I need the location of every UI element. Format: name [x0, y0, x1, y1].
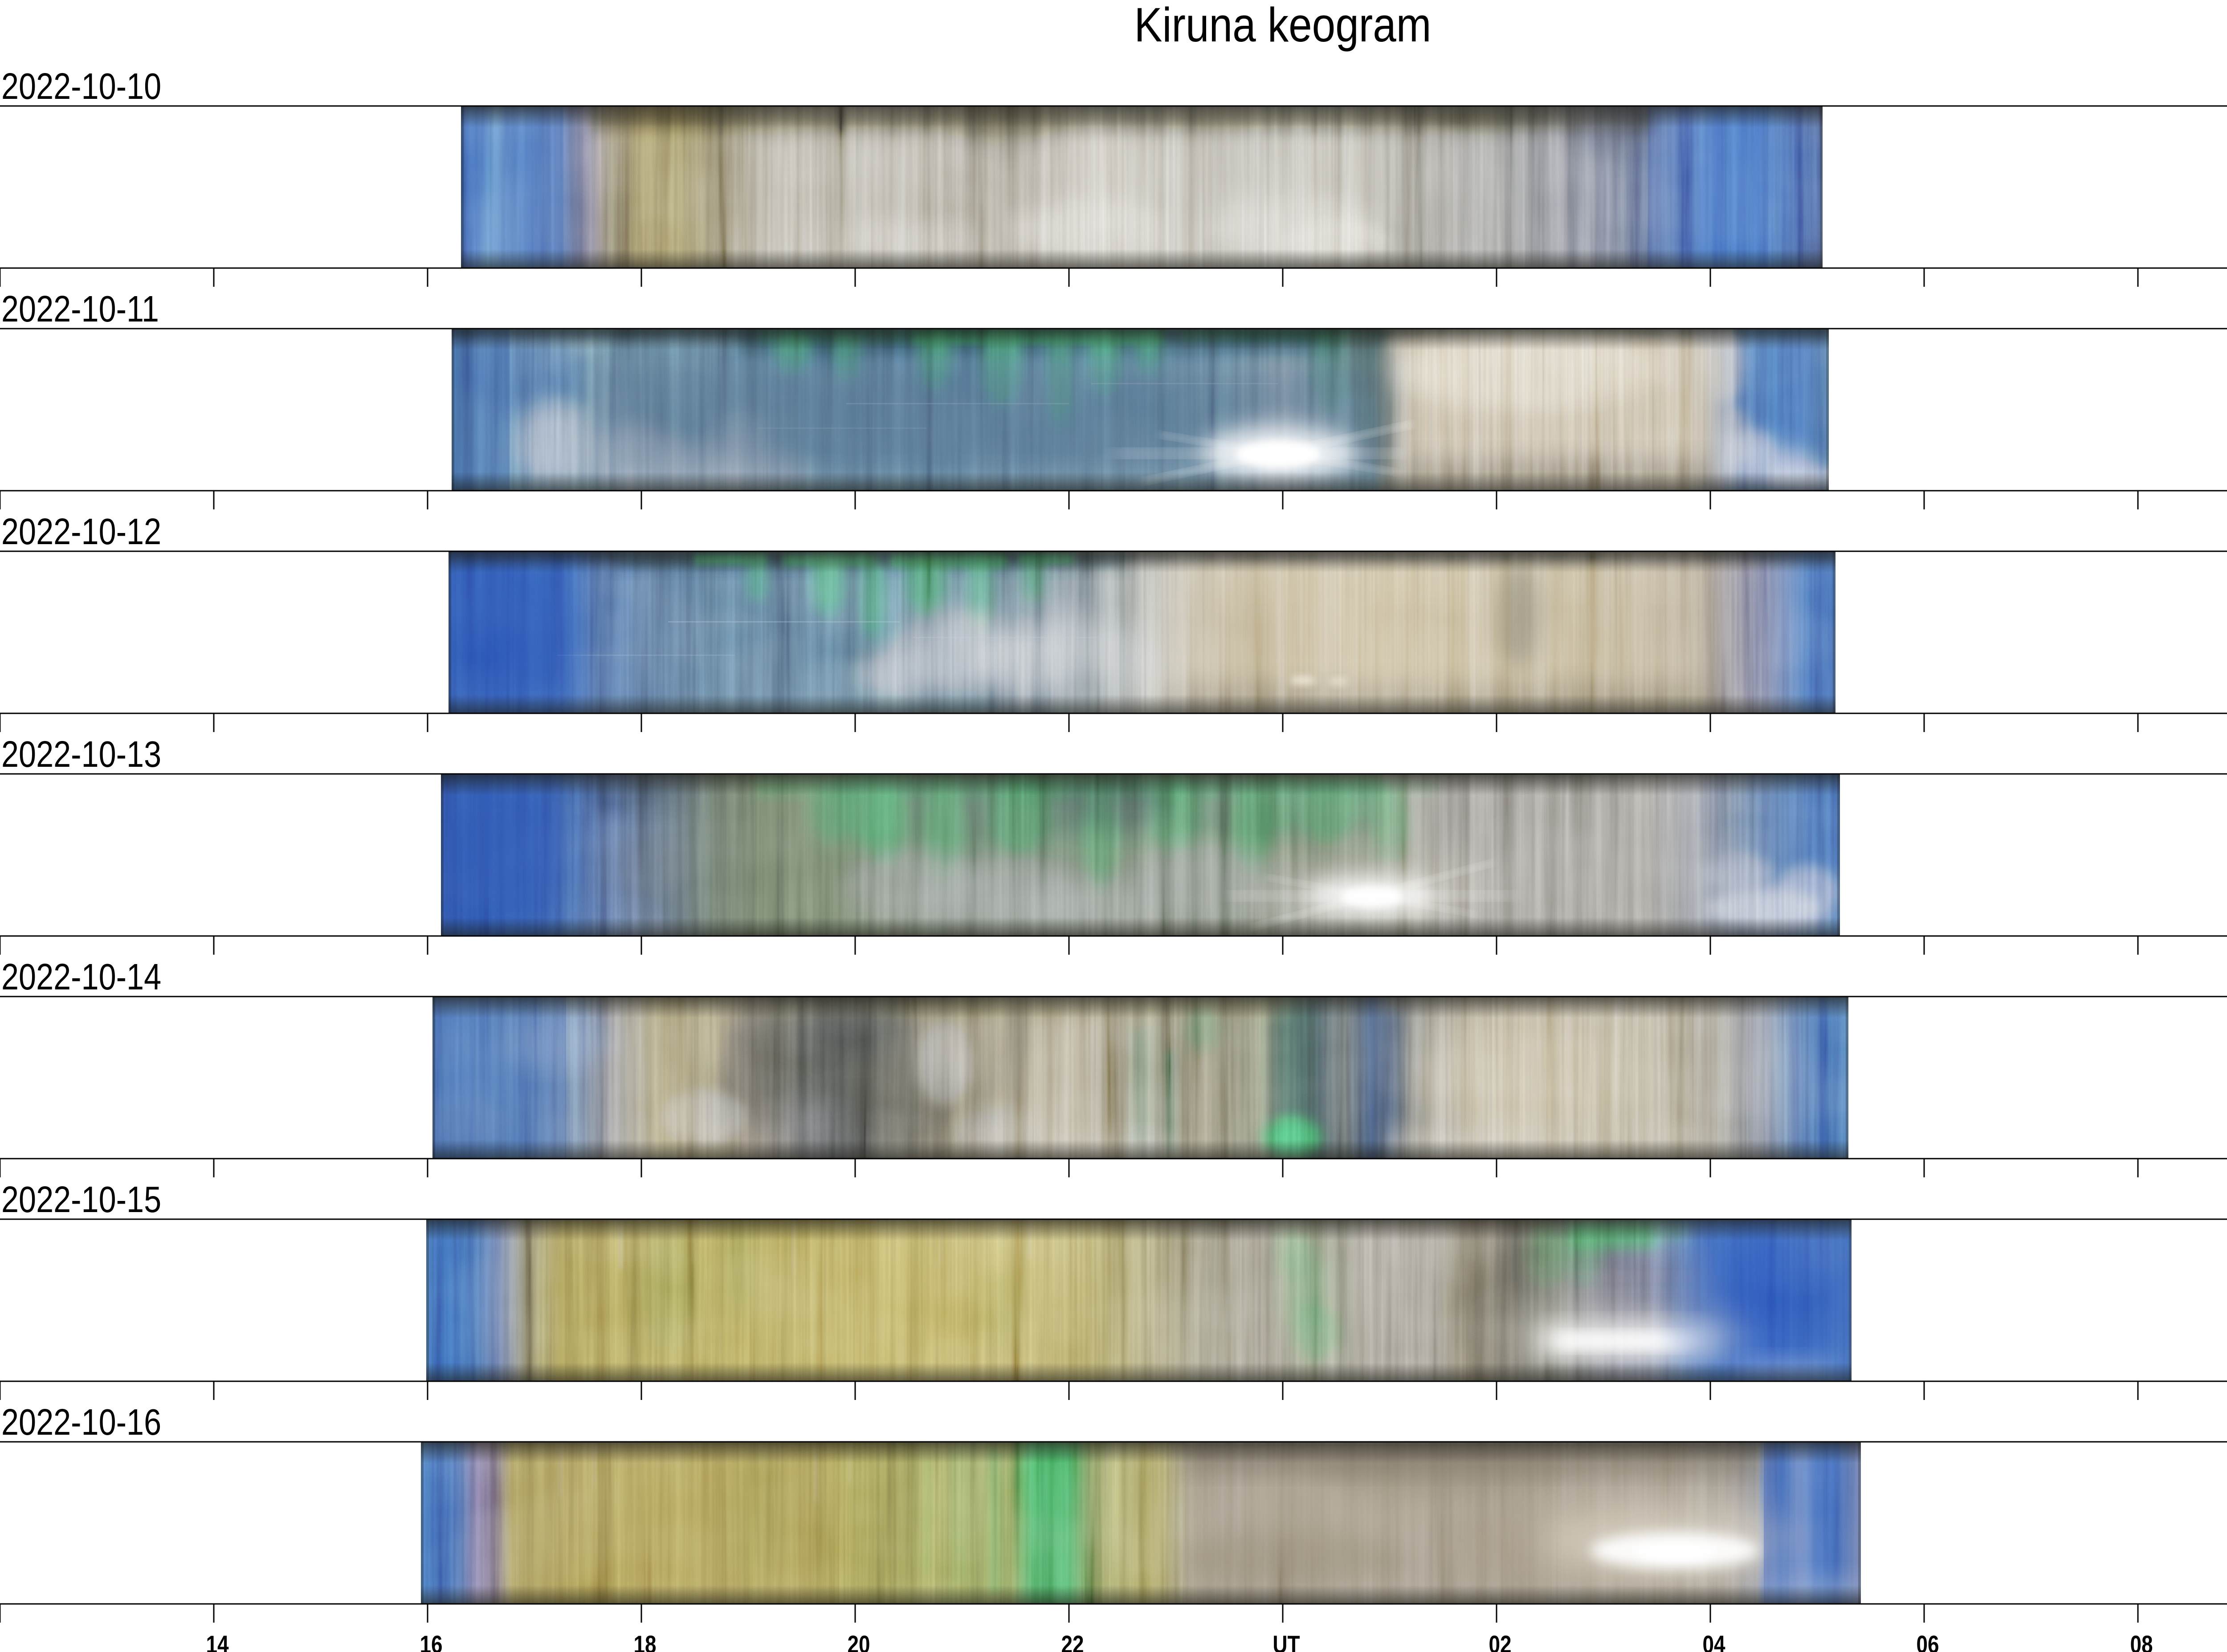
svg-text:2022-10-15: 2022-10-15 — [1, 1179, 161, 1221]
svg-text:2022-10-11: 2022-10-11 — [1, 289, 159, 330]
svg-text:2022-10-16: 2022-10-16 — [1, 1402, 161, 1443]
svg-text:14: 14 — [206, 1631, 229, 1652]
svg-text:06: 06 — [1916, 1631, 1939, 1652]
svg-text:22: 22 — [1061, 1631, 1084, 1652]
svg-text:Kiruna keogram: Kiruna keogram — [1134, 0, 1431, 52]
svg-text:20: 20 — [847, 1631, 870, 1652]
svg-text:2022-10-14: 2022-10-14 — [1, 956, 161, 998]
svg-text:02: 02 — [1489, 1631, 1511, 1652]
svg-text:2022-10-13: 2022-10-13 — [1, 734, 161, 775]
svg-text:2022-10-12: 2022-10-12 — [1, 511, 161, 553]
svg-text:2022-10-10: 2022-10-10 — [1, 66, 161, 107]
svg-text:18: 18 — [633, 1631, 656, 1652]
svg-text:16: 16 — [420, 1631, 442, 1652]
svg-text:04: 04 — [1702, 1631, 1725, 1652]
svg-text:UT: UT — [1273, 1631, 1300, 1652]
svg-text:08: 08 — [2130, 1631, 2153, 1652]
